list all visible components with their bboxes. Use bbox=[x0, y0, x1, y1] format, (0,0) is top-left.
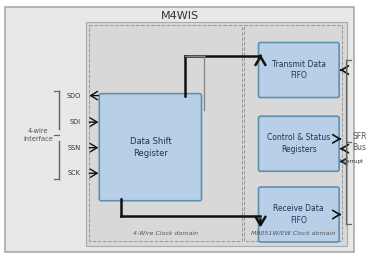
Text: Control & Status
Registers: Control & Status Registers bbox=[267, 133, 330, 154]
FancyBboxPatch shape bbox=[258, 187, 339, 242]
Text: SDO: SDO bbox=[66, 92, 81, 99]
Text: M8051W/EW Clock domain: M8051W/EW Clock domain bbox=[251, 231, 335, 236]
Text: Transmit Data
FIFO: Transmit Data FIFO bbox=[272, 60, 326, 81]
FancyBboxPatch shape bbox=[258, 116, 339, 171]
Bar bbox=[90, 25, 242, 241]
Text: Interrupt: Interrupt bbox=[339, 159, 363, 164]
Text: 4-wire
interface: 4-wire interface bbox=[23, 128, 53, 142]
FancyBboxPatch shape bbox=[258, 42, 339, 98]
Text: 4-Wire Clock domain: 4-Wire Clock domain bbox=[132, 231, 198, 236]
Text: SSN: SSN bbox=[68, 145, 81, 151]
Text: Receive Data
FIFO: Receive Data FIFO bbox=[273, 204, 324, 225]
Text: SFR
Bus: SFR Bus bbox=[352, 132, 367, 152]
FancyBboxPatch shape bbox=[5, 7, 354, 252]
Bar bbox=[244, 25, 342, 241]
FancyBboxPatch shape bbox=[99, 93, 201, 201]
Text: SDI: SDI bbox=[70, 119, 81, 125]
FancyBboxPatch shape bbox=[87, 22, 347, 246]
Text: Data Shift
Register: Data Shift Register bbox=[130, 137, 171, 157]
Text: M4WIS: M4WIS bbox=[161, 11, 199, 21]
Text: SCK: SCK bbox=[68, 170, 81, 176]
